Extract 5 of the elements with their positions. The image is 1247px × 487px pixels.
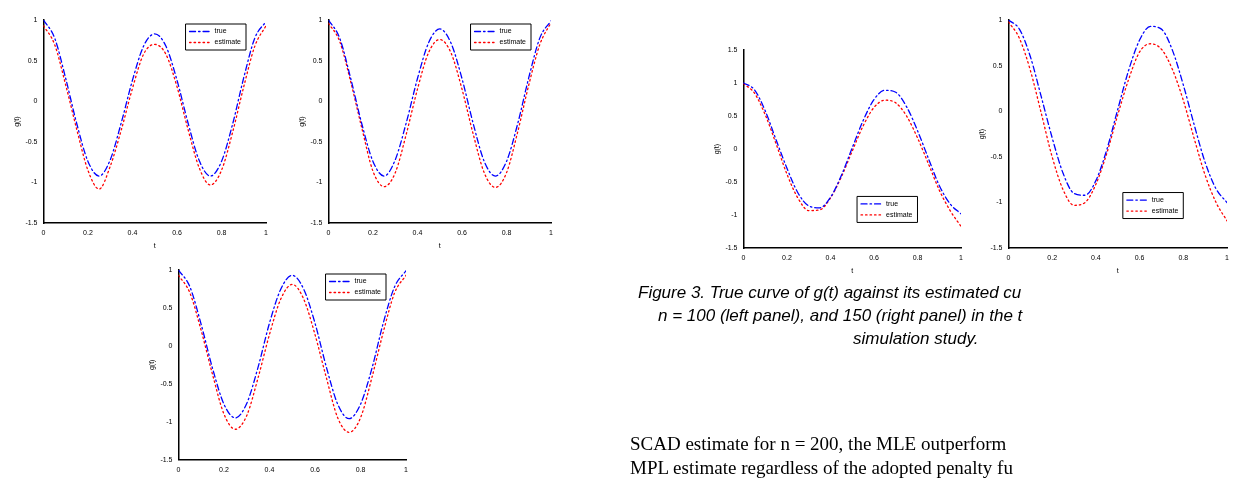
- text: n = 100 (left panel), and 150 (right panel) in the t: [658, 306, 1023, 326]
- text: simulation study.: [853, 329, 979, 349]
- text: SCAD estimate for n = 200, the MLE outperform: [630, 433, 1007, 455]
- text: MPL estimate regardless of the adopted penalty fu: [630, 457, 1013, 479]
- caption: Figure 3. True curve of g(t) against its estimated cu: [638, 283, 1022, 303]
